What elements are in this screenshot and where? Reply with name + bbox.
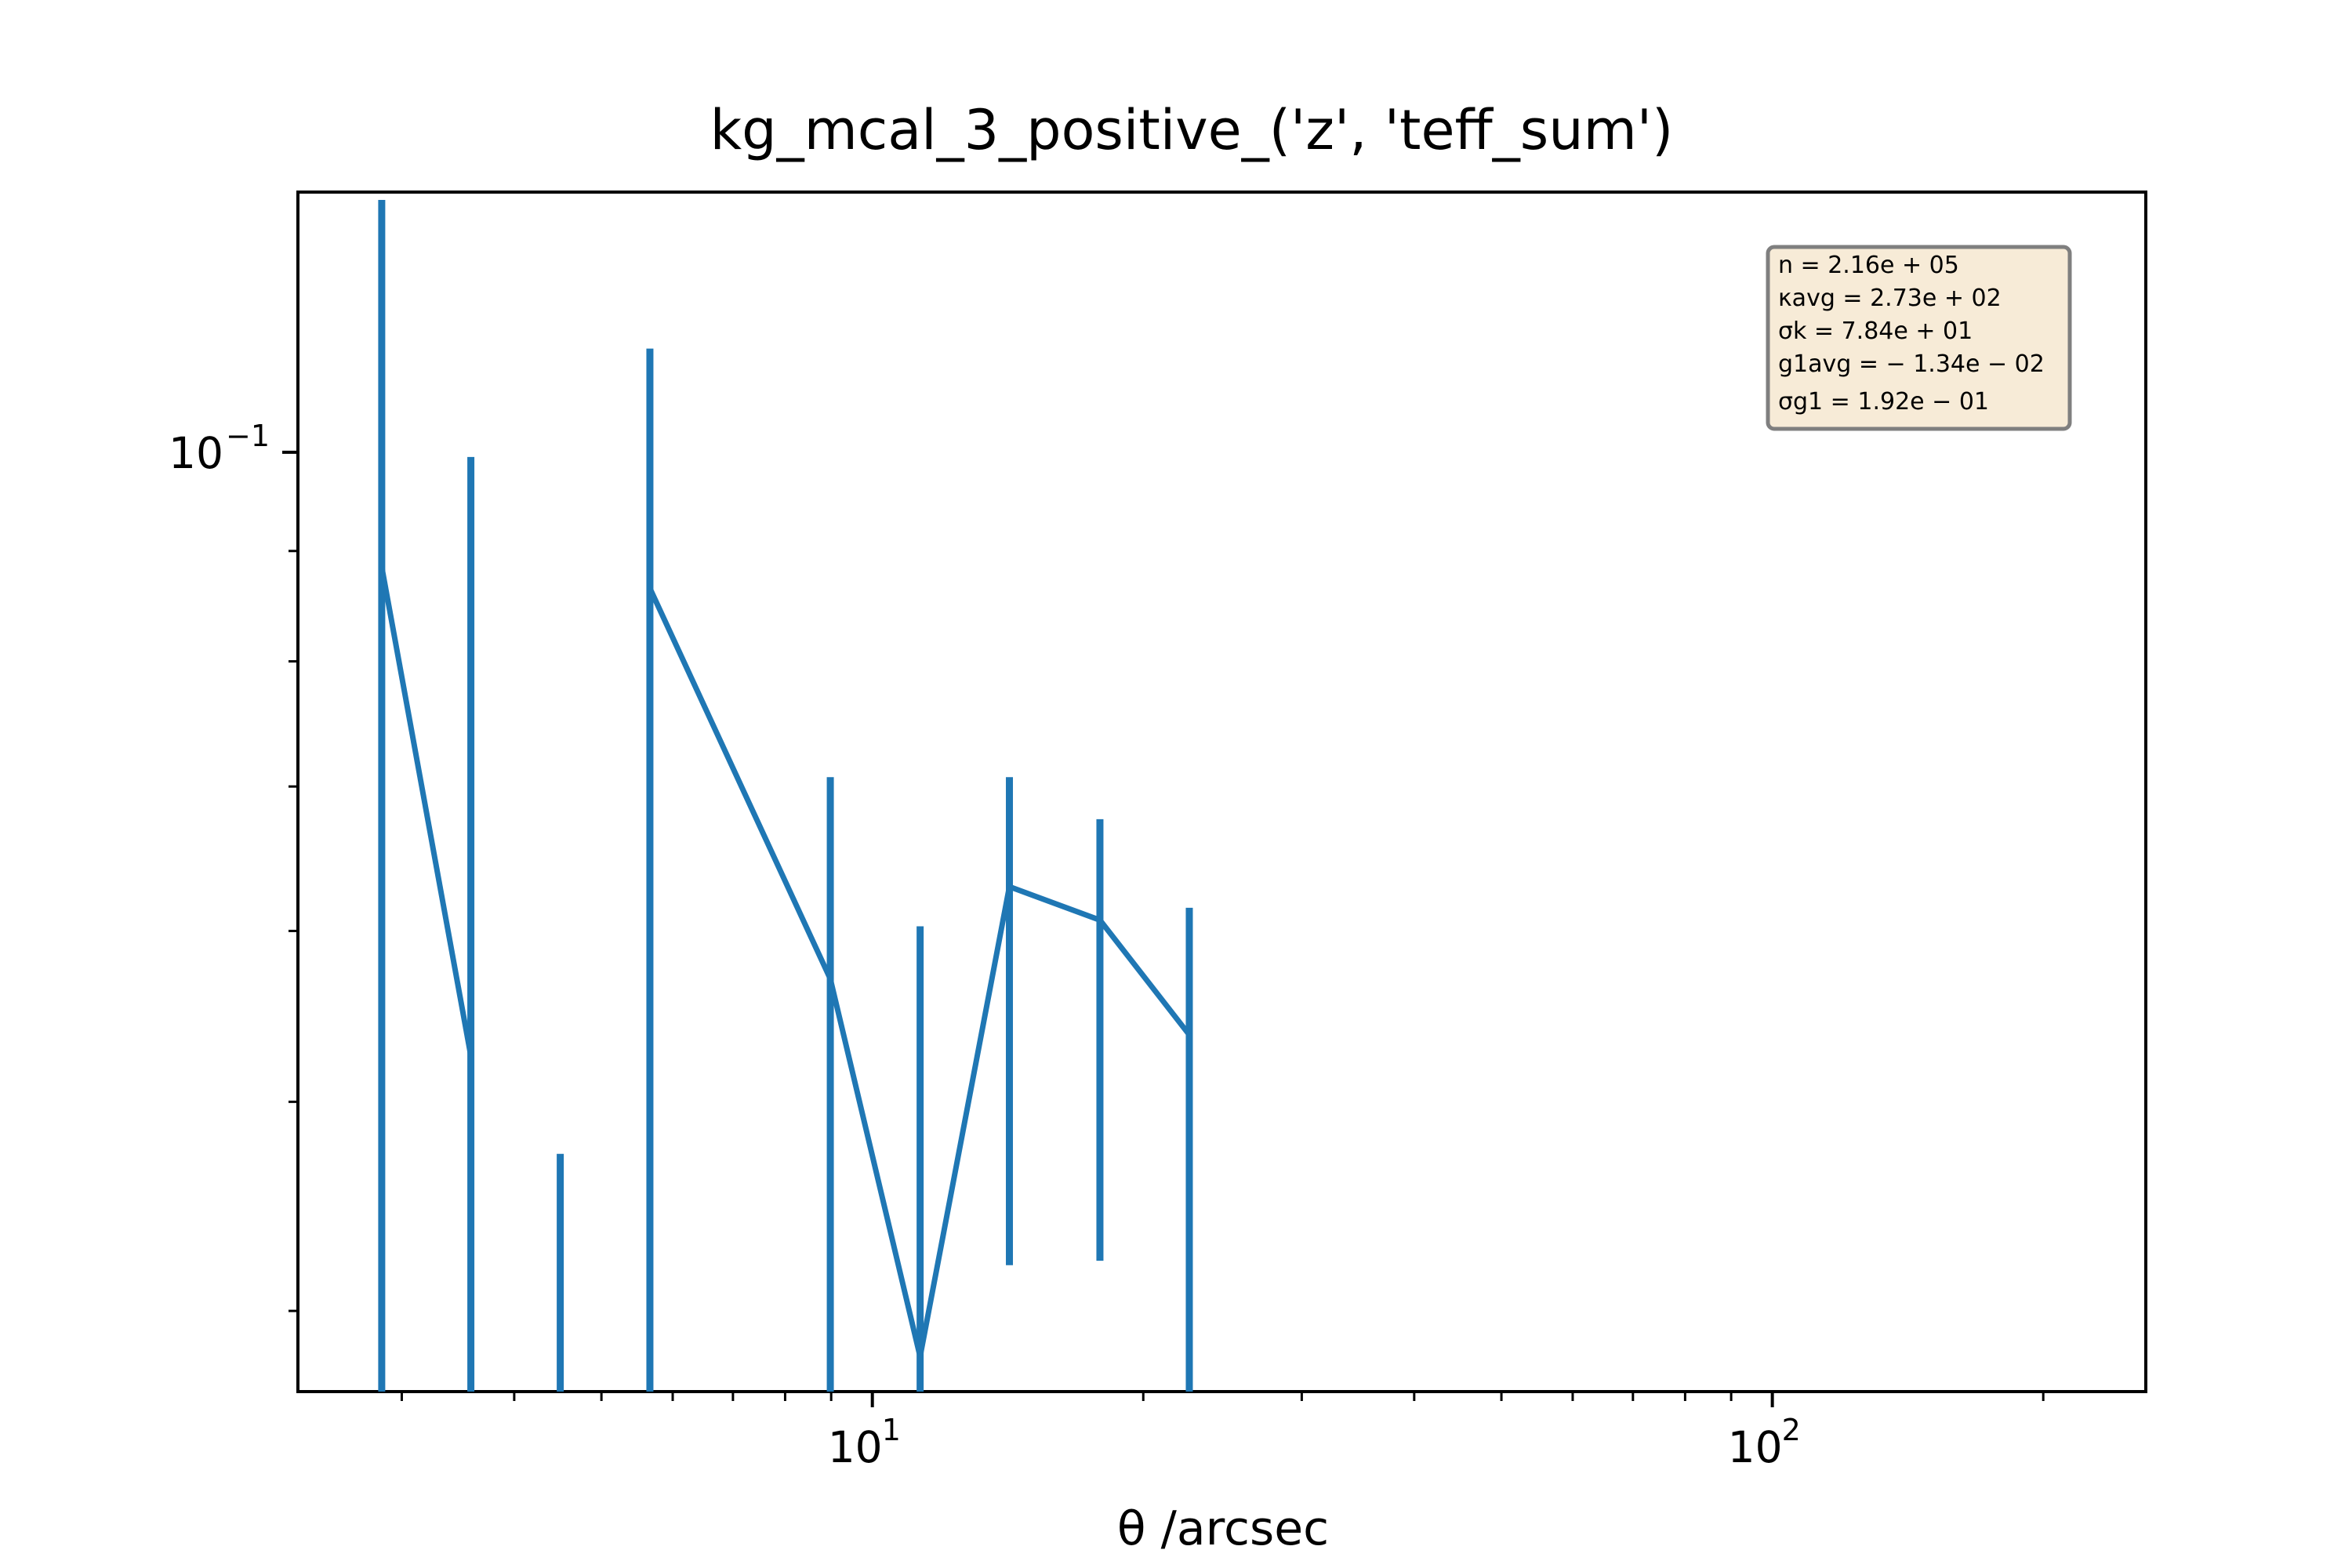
x-tick-label-exponent: 1	[882, 1413, 901, 1447]
stat-kappa-avg: κavg = 2.73e + 02	[1778, 285, 2002, 312]
x-axis-label: θ /arcsec	[1117, 1501, 1329, 1556]
stat-g1-avg: g1avg = − 1.34e − 02	[1778, 350, 2045, 378]
x-tick-label: 10	[828, 1422, 883, 1472]
stat-sigma-g1: σg1 = 1.92e − 01	[1778, 388, 1989, 416]
stat-sigma-k: σk = 7.84e + 01	[1778, 318, 1973, 345]
chart-title: kg_mcal_3_positive_('z', 'teff_sum')	[710, 98, 1674, 162]
y-tick-label-exponent: −1	[226, 419, 270, 453]
plot-area	[296, 191, 2147, 1393]
stat-n: n = 2.16e + 05	[1778, 252, 1959, 279]
axes-frame	[296, 191, 2147, 1393]
x-tick-label-exponent: 2	[1782, 1413, 1801, 1447]
series-layer	[378, 200, 1193, 1392]
series-line	[379, 566, 474, 1057]
stats-box-background	[1766, 245, 2072, 431]
y-axis-ticks: 10 −1	[169, 419, 298, 478]
y-tick-label: 10	[169, 428, 223, 478]
stats-box: n = 2.16e + 05 κavg = 2.73e + 02 σk = 7.…	[1766, 245, 2072, 431]
x-tick-label: 10	[1728, 1422, 1783, 1472]
series-line	[647, 586, 1192, 1358]
x-minor-ticks	[400, 1392, 2045, 1401]
y-minor-ticks	[289, 550, 298, 1312]
x-axis-ticks: 10 1 10 2	[828, 1392, 1801, 1472]
